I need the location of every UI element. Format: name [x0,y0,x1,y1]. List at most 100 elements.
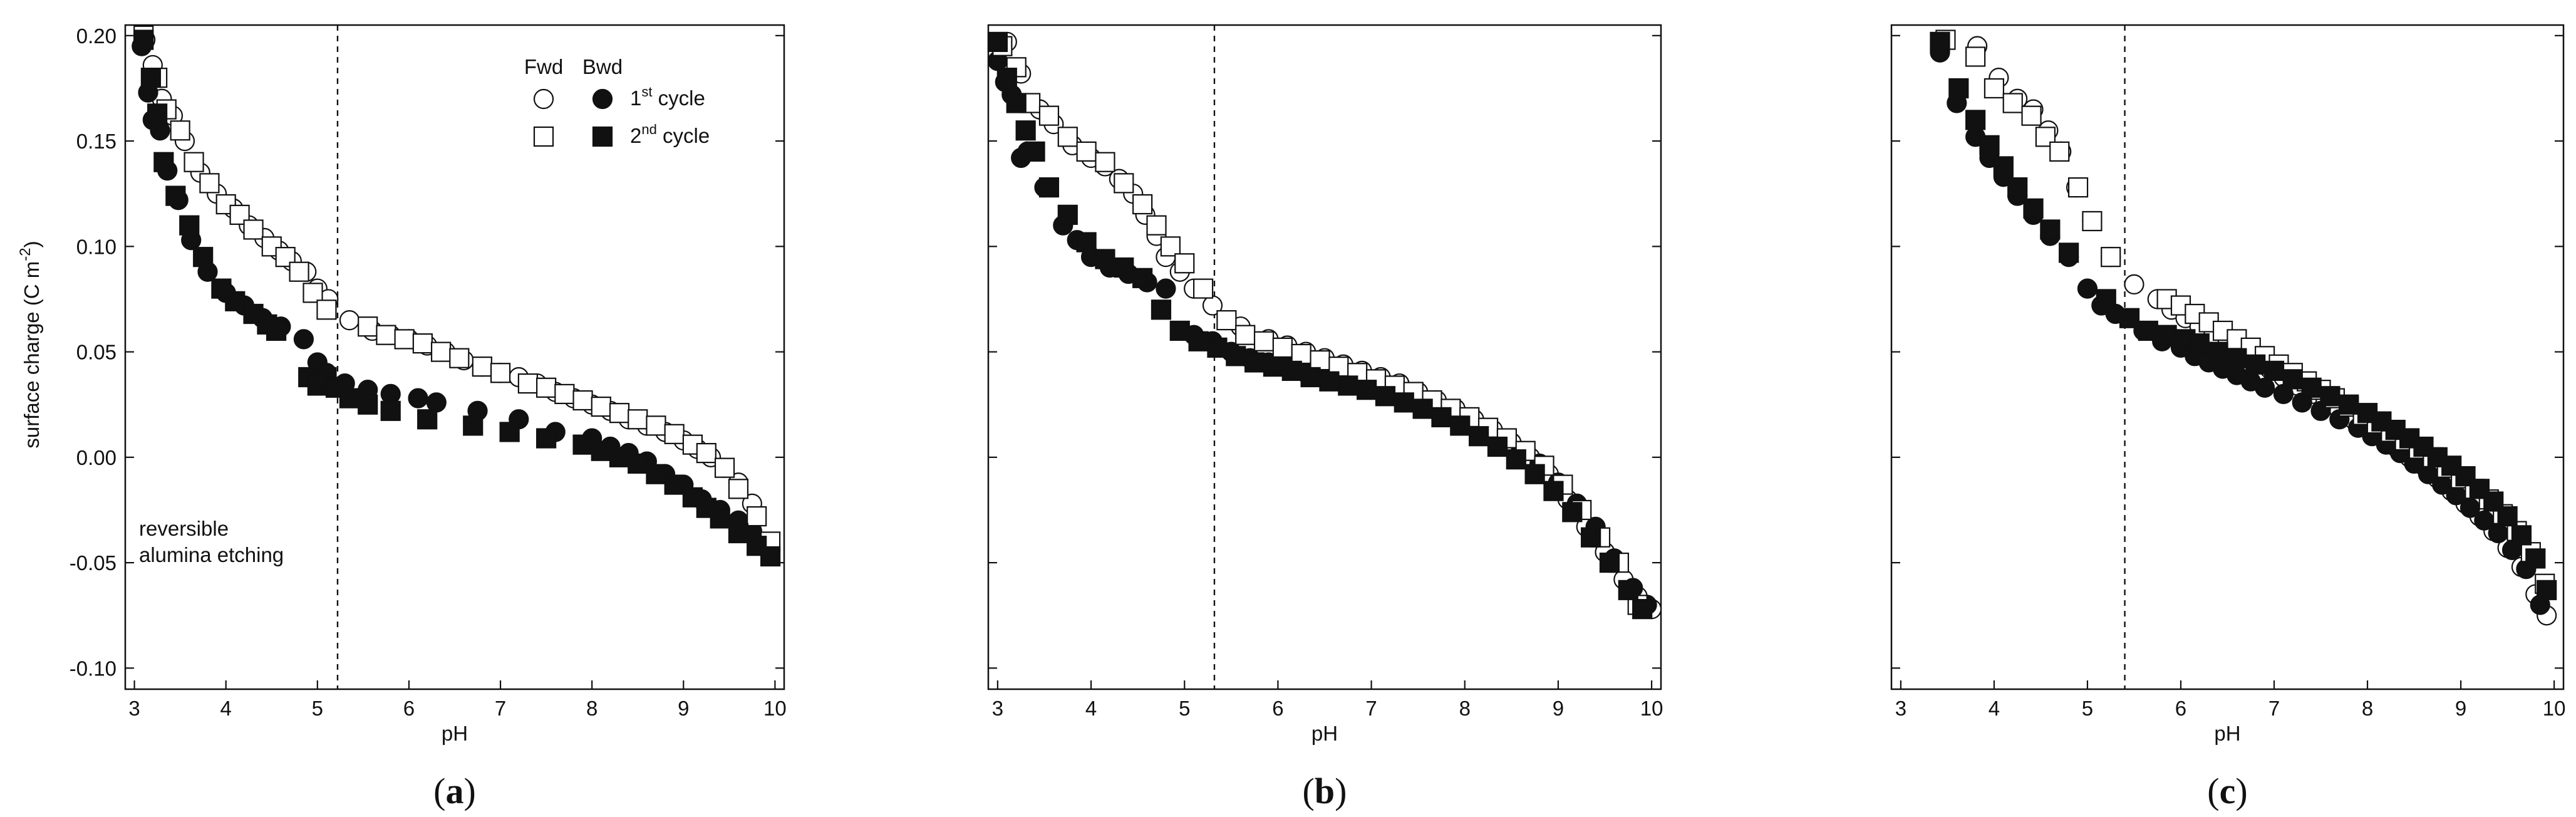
data-point [2320,386,2341,407]
data-point [472,356,492,377]
data-point [1412,398,1433,419]
data-point [1543,481,1564,501]
data-point [193,247,214,268]
data-point [1300,367,1321,388]
x-tick-label: 6 [403,697,415,720]
legend-entry-label: 2nd cycle [630,122,710,147]
y-tick-label: 0.15 [76,130,116,153]
data-point [1291,343,1311,365]
data-point [289,261,309,282]
data-point [499,422,520,442]
data-point [747,506,767,527]
x-tick-label: 5 [2082,697,2093,720]
x-axis-label: pH [2214,722,2240,745]
data-point [646,464,666,484]
data-point [408,388,428,408]
data-point [591,396,611,417]
data-point [1207,337,1228,358]
data-series-square-filled [987,31,1653,620]
data-point [1038,177,1060,198]
data-point [1132,268,1153,288]
data-point [430,341,452,362]
plot-frame [1890,24,2565,690]
data-point [1469,426,1489,447]
data-point [153,152,174,172]
data-point [2208,341,2228,362]
data-point [1450,415,1471,436]
data-point [2023,198,2044,219]
data-point [696,443,716,464]
data-point [664,474,685,495]
x-tick-label: 6 [1272,697,1283,720]
data-point [536,428,557,449]
data-series-square-open [992,36,1648,615]
data-point [339,310,360,331]
data-point [376,325,396,345]
data-point [646,415,666,436]
data-point [2067,177,2089,198]
data-point [1235,325,1256,345]
data-point [170,120,190,141]
data-series-circle-open [996,31,1662,620]
data-series-circle-filled [987,51,1657,615]
data-point [412,333,433,354]
data-point [1006,93,1027,113]
data-point [1038,105,1060,126]
x-tick-label: 7 [1365,697,1377,720]
data-point [243,219,264,240]
data-point [1618,580,1638,600]
data-point [628,409,648,430]
data-point [1095,152,1115,172]
data-point [2255,377,2275,398]
data-point [1244,352,1265,373]
plot-frame [987,24,1662,690]
data-point [2101,247,2121,268]
data-point [426,392,447,413]
data-point [147,103,168,124]
data-point [1487,436,1508,457]
data-point [1948,78,1969,99]
data-point [536,377,557,398]
legend-marker [533,126,554,147]
data-point [1174,253,1195,274]
data-point [609,403,630,424]
data-series-square-filled [133,29,781,567]
x-tick-label: 4 [220,697,232,720]
x-axis-label: pH [1311,722,1338,745]
data-point [2040,219,2061,240]
data-point [1979,135,2000,155]
data-point [380,400,401,421]
data-point [2227,348,2247,368]
data-point [2339,394,2359,415]
panel-label: (b) [1303,771,1347,811]
data-point [380,383,401,404]
y-tick-label: 0.20 [76,24,116,48]
data-point [2049,141,2070,162]
data-point [1057,127,1078,147]
data-point [1394,392,1414,413]
data-point [1076,232,1097,252]
data-point [1253,331,1275,351]
x-tick-label: 10 [2543,697,2566,720]
data-point [1156,278,1176,299]
data-point [2497,506,2518,527]
data-point [2059,242,2079,263]
data-point [417,409,438,430]
data-point [2537,580,2557,600]
x-tick-label: 3 [128,697,140,720]
data-point [225,291,246,311]
panel-label: (c) [2207,771,2247,811]
data-point [150,120,170,141]
data-point [1076,141,1097,162]
data-point [2096,289,2116,310]
legend-marker [592,126,613,147]
data-point [1965,110,1986,130]
data-point [1562,502,1583,523]
data-point [2077,278,2098,299]
data-point [696,497,716,518]
data-point [1930,31,1950,53]
data-point [1188,331,1209,351]
data-point [554,383,575,404]
data-point [211,278,232,299]
annotation-text: reversible [139,517,229,540]
